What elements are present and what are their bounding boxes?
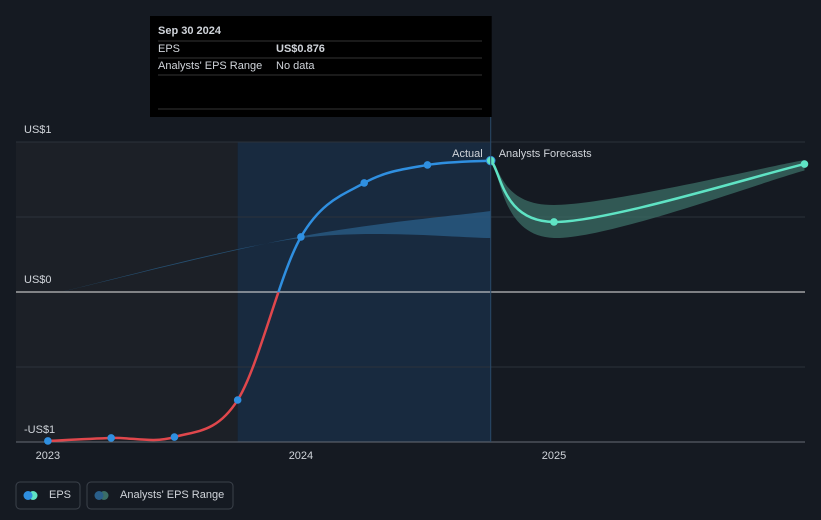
line	[47, 159, 491, 443]
tooltip-label: Analysts' EPS Range	[158, 60, 262, 72]
point	[233, 396, 242, 404]
range-area	[490, 160, 805, 239]
y-tick-label: US$0	[24, 274, 52, 286]
legend-item	[15, 481, 81, 510]
tooltip-value: US$0.876	[276, 43, 325, 55]
x-tick-label: 2023	[36, 450, 60, 462]
point	[800, 160, 809, 168]
x-tick-label: 2024	[289, 450, 313, 462]
tooltip-value: No data	[276, 60, 315, 72]
forecast-label: Analysts Forecasts	[499, 148, 592, 160]
point	[423, 161, 432, 169]
y-tick-label: -US$1	[24, 424, 55, 436]
point	[170, 433, 179, 441]
point	[360, 179, 368, 187]
point	[550, 218, 558, 226]
range-area	[60, 211, 491, 292]
point	[107, 434, 115, 442]
tooltip-label: EPS	[158, 43, 180, 55]
x-tick-label: 2025	[542, 450, 566, 462]
legend-label: Analysts' EPS Range	[120, 489, 224, 501]
point	[297, 233, 305, 241]
legend-swatch	[94, 491, 104, 500]
legend-label: EPS	[49, 489, 71, 501]
actual-label: Actual	[452, 148, 483, 160]
legend-swatch	[23, 491, 33, 500]
point	[44, 437, 52, 445]
legend-item	[86, 481, 234, 510]
line	[489, 159, 805, 224]
tooltip-box	[150, 16, 492, 117]
y-tick-label: US$1	[24, 124, 52, 136]
tooltip-date: Sep 30 2024	[158, 25, 222, 37]
